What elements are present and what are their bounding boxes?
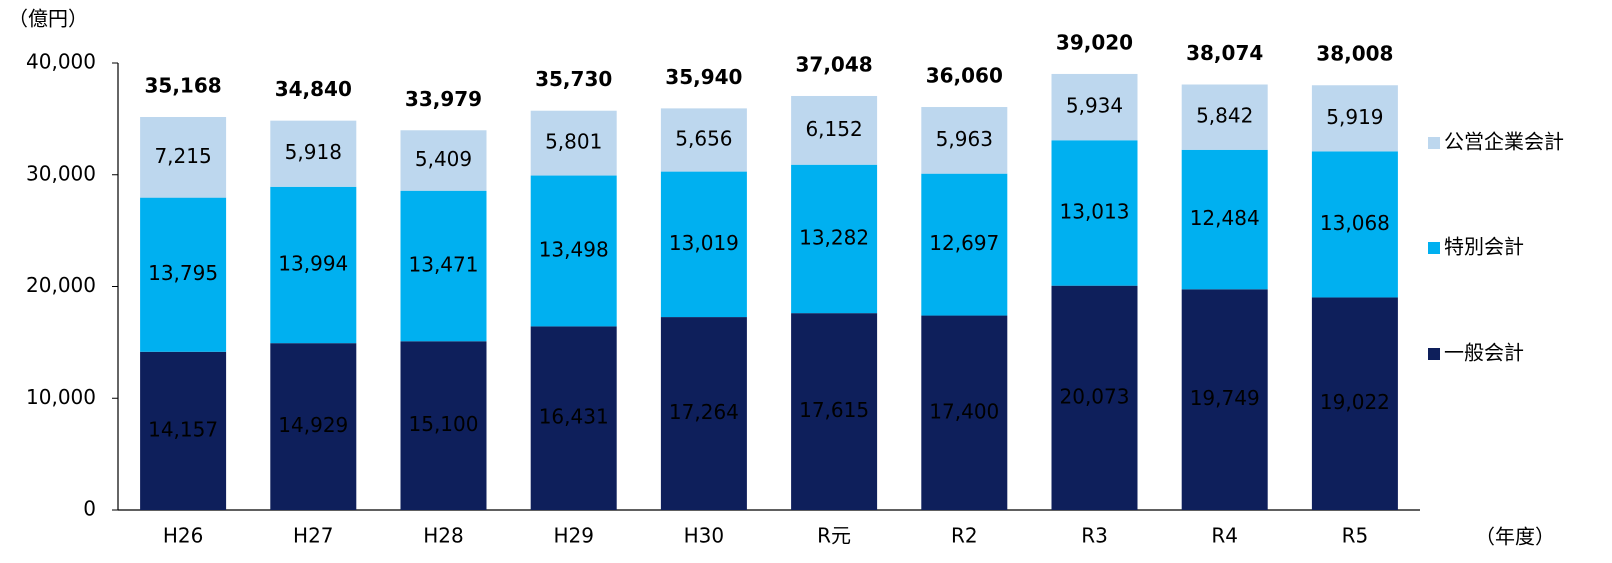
bar-segment [140,117,227,198]
bar-segment [791,164,878,314]
value-label: 14,157 [148,417,218,441]
value-label: 5,934 [1066,94,1123,118]
bar-segment [1311,151,1398,298]
total-label: 35,730 [535,67,612,91]
bar-segment [1181,149,1268,290]
bar-segment [400,130,487,191]
x-tick-label: H26 [163,524,204,548]
value-label: 12,697 [929,231,999,255]
x-tick-label: H30 [684,524,725,548]
value-label: 12,484 [1190,206,1260,230]
value-label: 17,264 [669,400,739,424]
value-label: 5,409 [415,147,472,171]
bar-segment [921,315,1008,510]
total-label: 36,060 [926,64,1003,88]
value-label: 5,842 [1196,104,1253,128]
legend-swatch [1428,242,1440,254]
value-label: 13,282 [799,225,869,249]
x-tick-label: H29 [553,524,594,548]
bar-segment [400,190,487,342]
value-label: 5,919 [1326,105,1383,129]
legend-swatch [1428,137,1440,149]
bar-segment [1051,140,1138,286]
value-label: 13,994 [278,251,348,275]
value-label: 15,100 [409,412,479,436]
total-label: 39,020 [1056,30,1133,54]
bar-segment [791,313,878,510]
total-label: 37,048 [796,52,873,76]
value-label: 13,068 [1320,211,1390,235]
bar-segment [660,171,747,318]
y-tick-label: 10,000 [26,385,96,409]
bar-segment [921,107,1008,174]
bar-segment [1051,285,1138,510]
bar-segment [140,197,227,352]
total-label: 38,074 [1186,41,1263,65]
bar-segment [140,351,227,510]
total-label: 38,008 [1316,42,1393,66]
bar-segment [400,341,487,510]
total-label: 33,979 [405,87,482,111]
y-axis-label: （億円） [8,7,88,31]
value-label: 17,615 [799,398,869,422]
bar-segment [270,343,357,510]
value-label: 13,471 [409,252,479,276]
y-tick-label: 0 [83,497,96,521]
bar-segment [530,326,617,510]
x-tick-label: R3 [1081,524,1108,548]
bar-segment [530,175,617,327]
legend-swatch [1428,348,1440,360]
x-tick-label: R2 [951,524,978,548]
value-label: 5,801 [545,130,602,154]
legend-label: 公営企業会計 [1444,130,1564,154]
value-label: 13,013 [1060,199,1130,223]
value-label: 7,215 [154,144,211,168]
x-tick-label: R4 [1211,524,1238,548]
bar-segment [1181,84,1268,150]
value-label: 14,929 [278,413,348,437]
value-label: 13,795 [148,261,218,285]
value-label: 13,019 [669,231,739,255]
y-tick-label: 40,000 [26,50,96,74]
legend-label: 一般会計 [1444,341,1524,365]
x-tick-label: R元 [817,524,851,548]
value-label: 20,073 [1060,384,1130,408]
bar-segment [1181,289,1268,510]
value-label: 17,400 [929,399,999,423]
value-label: 5,963 [936,127,993,151]
value-label: 19,749 [1190,386,1260,410]
value-label: 5,918 [285,140,342,164]
bar-segment [1311,297,1398,510]
bar-segment [530,110,617,176]
value-label: 19,022 [1320,390,1390,414]
legend-label: 特別会計 [1444,235,1524,259]
x-tick-label: R5 [1342,524,1369,548]
bar-segment [921,173,1008,316]
x-tick-label: H27 [293,524,334,548]
total-label: 35,940 [665,65,742,89]
value-label: 6,152 [805,117,862,141]
bar-segment [660,108,747,172]
bar-segment [270,120,357,187]
x-axis-label: （年度） [1475,525,1555,549]
y-tick-label: 20,000 [26,273,96,297]
bar-segment [791,95,878,165]
bar-segment [660,317,747,510]
total-label: 35,168 [145,74,222,98]
y-tick-label: 30,000 [26,161,96,185]
total-label: 34,840 [275,77,352,101]
x-tick-label: H28 [423,524,464,548]
value-label: 13,498 [539,237,609,261]
value-label: 5,656 [675,126,732,150]
value-label: 16,431 [539,405,609,429]
bar-segment [1311,85,1398,152]
bar-segment [1051,73,1138,141]
bar-segment [270,186,357,344]
